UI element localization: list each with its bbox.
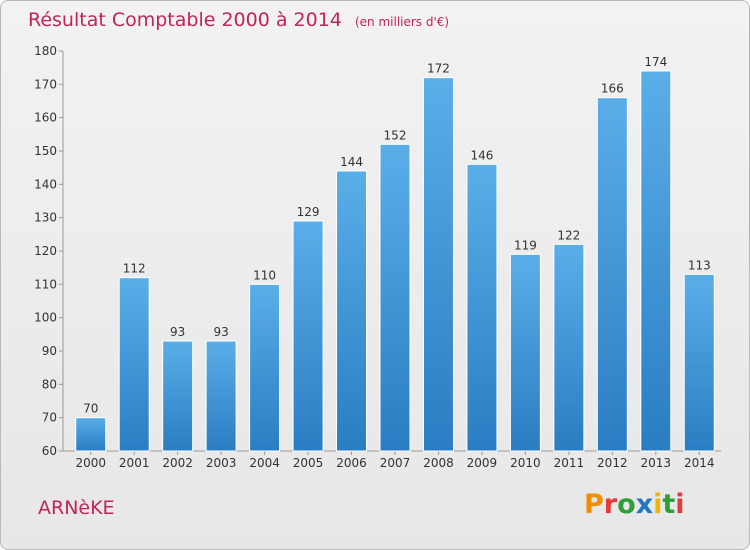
y-tick-label: 70 [42,411,57,425]
y-tick-label: 150 [34,144,57,158]
bar [292,220,324,452]
bar [379,143,411,452]
logo-letter: i [675,489,685,520]
y-tick-label: 90 [42,344,57,358]
value-labels-group: 70 112 93 93 110 129 144 152 172 146 119 122 166 174 1… [83,55,711,416]
logo-letter: t [662,489,676,520]
y-tick-label: 140 [34,177,57,191]
x-tick-label: 2008 [423,456,454,470]
x-tick-label: 2014 [684,456,715,470]
proxiti-logo: Proxiti [584,489,685,520]
bar [75,417,107,452]
bar-value-label: 112 [123,262,146,276]
x-tick-label: 2001 [119,456,150,470]
bar [422,77,454,452]
x-tick-label: 2003 [206,456,237,470]
y-tick-label: 60 [42,444,57,458]
y-tick-label: 180 [34,44,57,58]
bar [118,277,150,452]
chart-title: Résultat Comptable 2000 à 2014 (en milli… [28,9,449,31]
x-tick-label: 2006 [336,456,367,470]
y-tick-label: 100 [34,311,57,325]
chart-unit-text: (en milliers d'€) [354,15,450,29]
logo-letter: r [603,489,618,520]
x-tick-label: 2010 [510,456,541,470]
bar-value-label: 144 [340,155,363,169]
bars-group [75,70,715,452]
bar [683,273,715,452]
x-tick-label: 2002 [162,456,193,470]
x-tick-label: 2007 [380,456,411,470]
y-tick-labels-group: 60 70 80 90 100 110 120 130 140 150 160 170 180 [34,44,57,458]
x-tick-labels-group: 2000 2001 2002 2003 2004 2005 2006 2007 2008 2009… [75,456,714,470]
y-tick-label: 110 [34,277,57,291]
bar [640,70,672,452]
x-tick-label: 2005 [293,456,324,470]
bar-value-label: 174 [644,55,667,69]
bar-value-label: 166 [601,82,624,96]
chart-title-text: Résultat Comptable 2000 à 2014 [28,9,342,31]
bar-value-label: 113 [688,258,711,272]
bar [509,253,541,452]
commune-name: ARNèKE [38,497,115,519]
x-tick-label: 2004 [249,456,280,470]
logo-letter: P [584,489,604,520]
y-tick-label: 130 [34,211,57,225]
bar-value-label: 152 [384,128,407,142]
x-tick-label: 2000 [75,456,106,470]
bar-value-label: 119 [514,238,537,252]
bar [466,163,498,452]
logo-letter: x [635,489,654,520]
bar [596,97,628,452]
y-tick-label: 160 [34,111,57,125]
bar-value-label: 129 [297,205,320,219]
bar-value-label: 122 [557,228,580,242]
y-tick-label: 80 [42,377,57,391]
y-tick-label: 170 [34,77,57,91]
logo-letter: o [617,489,636,520]
bar-value-label: 146 [470,148,493,162]
bar [162,340,194,452]
x-tick-label: 2009 [467,456,498,470]
x-tick-label: 2012 [597,456,628,470]
bar-value-label: 93 [213,325,228,339]
bar [553,243,585,452]
bar-value-label: 110 [253,268,276,282]
logo-letter: i [653,489,663,520]
bar [205,340,237,452]
bar-value-label: 70 [83,402,98,416]
bar [249,283,281,452]
x-tick-label: 2011 [554,456,585,470]
x-tick-label: 2013 [641,456,672,470]
bar-value-label: 172 [427,62,450,76]
bar [336,170,368,452]
y-tick-label: 120 [34,244,57,258]
bar-value-label: 93 [170,325,185,339]
